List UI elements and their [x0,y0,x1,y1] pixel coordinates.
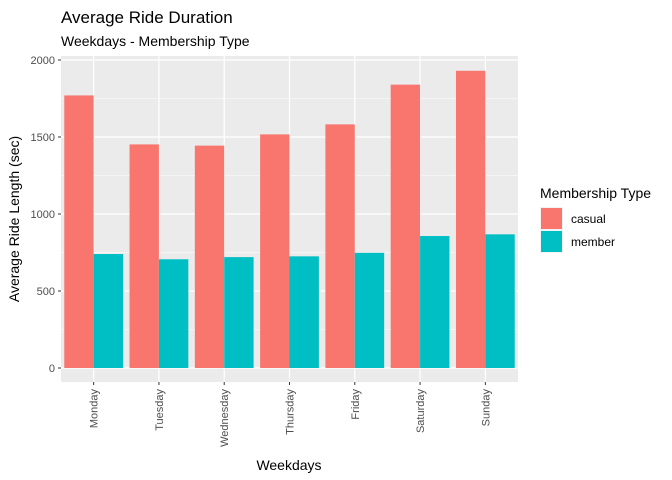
y-axis-ticks: 0 500 1000 1500 2000 [31,55,61,375]
bar-casual-wednesday [194,145,225,368]
x-tick-label-tuesday: Tuesday [154,389,166,431]
bar-member-saturday [420,236,450,368]
y-tick-label: 1500 [31,132,55,144]
x-tick-label-friday: Friday [350,389,362,420]
bar-member-tuesday [158,259,189,368]
legend-label-member: member [571,235,615,249]
bar-casual-tuesday [129,144,159,368]
x-axis-title: Weekdays [256,457,321,473]
bar-member-monday [93,254,124,368]
x-tick-label-monday: Monday [89,389,101,429]
legend-title: Membership Type [540,185,651,201]
legend: Membership Type casual member [540,185,651,253]
x-tick-label-sunday: Sunday [480,389,492,427]
chart-subtitle: Weekdays - Membership Type [61,33,250,49]
y-axis-title: Average Ride Length (sec) [6,136,22,302]
y-tick-label: 1000 [31,209,55,221]
bar-member-friday [354,252,385,368]
bar-member-sunday [485,234,515,368]
legend-swatch-member [541,231,562,252]
y-tick-label: 500 [37,286,55,298]
x-axis-ticks: Monday Tuesday Wednesday Thursday Friday Satu… [89,382,492,447]
bar-casual-thursday [260,134,290,368]
y-tick-label: 2000 [31,55,55,67]
bar-member-wednesday [224,257,254,368]
bars [64,70,515,369]
bar-casual-friday [325,124,355,368]
x-tick-label-thursday: Thursday [285,389,297,435]
chart-title: Average Ride Duration [61,8,233,27]
legend-swatch-casual [541,208,562,229]
bar-casual-monday [64,95,94,369]
bar-member-thursday [289,256,319,368]
bar-casual-saturday [390,84,421,368]
y-tick-label: 0 [49,363,55,375]
bar-casual-sunday [455,70,486,368]
x-tick-label-wednesday: Wednesday [219,389,231,447]
legend-label-casual: casual [571,212,606,226]
x-tick-label-saturday: Saturday [415,389,427,434]
